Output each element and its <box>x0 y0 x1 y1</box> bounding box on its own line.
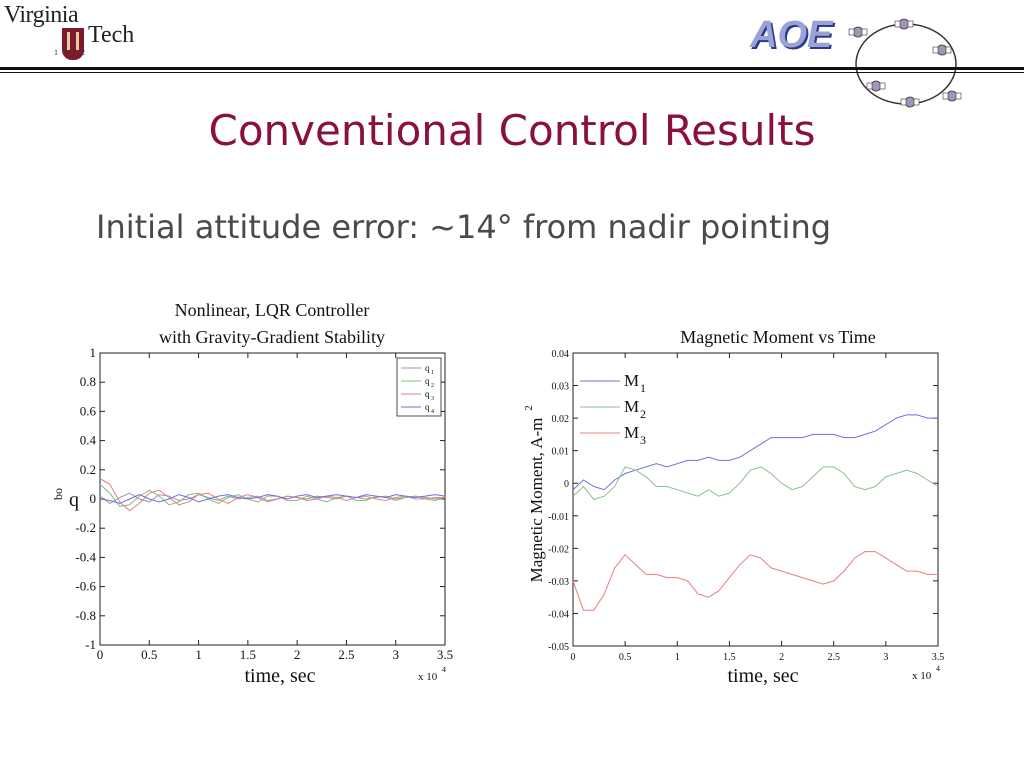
legend-label-subscript: 3 <box>431 396 434 402</box>
legend-box <box>396 357 442 417</box>
y-tick-label: -0.03 <box>548 577 569 588</box>
legend-label: M <box>624 397 639 416</box>
y-axis-label-superscript: bo <box>51 488 65 500</box>
series-line-q3 <box>99 478 445 512</box>
series-line-q1 <box>99 492 446 505</box>
y-tick-label: 0.01 <box>552 447 570 458</box>
y-tick-label: 1 <box>90 345 97 360</box>
y-tick-label: 0.4 <box>80 433 97 448</box>
x-tick-label: 1 <box>675 652 680 663</box>
plot-frame <box>99 352 446 646</box>
logo-year: 1872 <box>54 48 90 57</box>
y-tick-label: -0.2 <box>75 520 96 535</box>
x-axis-label: time, sec <box>727 665 798 687</box>
legend-label-subscript: 1 <box>640 381 646 395</box>
legend-label: q <box>425 376 430 386</box>
legend-label-subscript: 4 <box>431 409 434 415</box>
x-tick-label: 0 <box>571 652 576 663</box>
plot-frame <box>572 352 939 647</box>
y-tick-label: -0.6 <box>75 579 96 594</box>
x-tick-label: 1 <box>195 647 202 662</box>
legend-label: M <box>624 423 639 442</box>
series-line-q2 <box>99 484 446 507</box>
shield-icon <box>62 28 84 60</box>
y-tick-label: -0.8 <box>75 608 96 623</box>
header-rule-thin <box>0 72 1024 73</box>
legend-label: q <box>425 402 430 412</box>
x-axis-multiplier-exponent: 4 <box>442 665 446 674</box>
series-line-q4 <box>99 494 446 504</box>
header-rule <box>0 67 1024 70</box>
x-axis-multiplier: x 10 <box>912 670 932 682</box>
y-axis-label: q <box>69 489 79 511</box>
legend-label-subscript: 2 <box>431 383 434 389</box>
slide-subtitle: Initial attitude error: ~14° from nadir … <box>96 208 832 246</box>
y-axis-label-superscript: 2 <box>523 405 535 411</box>
legend-label: M <box>624 371 639 390</box>
y-axis-label: Magnetic Moment, A-m <box>527 418 546 583</box>
x-tick-label: 1.5 <box>723 652 736 663</box>
x-axis-multiplier: x 10 <box>418 671 438 683</box>
chart-title-line: Nonlinear, LQR Controller <box>175 300 370 320</box>
x-tick-label: 3.5 <box>932 652 945 663</box>
series-line-m1 <box>572 414 938 491</box>
y-tick-label: 0.02 <box>552 414 570 425</box>
logo-word-tech: Tech <box>88 22 135 48</box>
y-tick-label: 0.8 <box>80 374 96 389</box>
legend-label-subscript: 3 <box>640 433 646 447</box>
series-line-m2 <box>572 466 939 501</box>
x-tick-label: 0 <box>97 647 104 662</box>
y-tick-label: 0.6 <box>80 403 97 418</box>
y-tick-label: -1 <box>85 637 96 652</box>
satellite-orbit-icon <box>848 18 962 108</box>
legend-label: q <box>425 389 430 399</box>
logo-word-virginia: Virginia <box>4 2 79 28</box>
legend-label-subscript: 2 <box>640 407 646 421</box>
x-tick-label: 2.5 <box>338 647 354 662</box>
x-tick-label: 0.5 <box>141 647 157 662</box>
x-tick-label: 2.5 <box>827 652 840 663</box>
legend-label: q <box>425 363 430 373</box>
y-tick-label: -0.4 <box>75 549 96 564</box>
aoe-logo: AOE <box>750 14 833 56</box>
x-axis-label: time, sec <box>244 665 315 687</box>
x-tick-label: 2 <box>779 652 784 663</box>
legend-label-subscript: 1 <box>431 370 434 376</box>
y-tick-label: -0.02 <box>548 544 569 555</box>
x-tick-label: 0.5 <box>619 652 632 663</box>
virginia-tech-logo: Virginia 1872 Tech <box>4 2 154 68</box>
x-tick-label: 1.5 <box>240 647 256 662</box>
y-tick-label: -0.01 <box>548 512 569 523</box>
chart-title-line: with Gravity-Gradient Stability <box>159 327 385 347</box>
chart-title-line: Magnetic Moment vs Time <box>680 327 876 347</box>
series-line-m3 <box>572 551 938 611</box>
x-tick-label: 3 <box>392 647 399 662</box>
x-tick-label: 3 <box>883 652 888 663</box>
y-tick-label: -0.04 <box>548 609 569 620</box>
slide-title: Conventional Control Results <box>208 106 816 155</box>
y-tick-label: -0.05 <box>548 642 569 653</box>
y-tick-label: 0.03 <box>552 382 570 393</box>
y-tick-label: 0.04 <box>552 349 570 360</box>
y-tick-label: 0 <box>90 491 97 506</box>
y-tick-label: 0.2 <box>80 462 96 477</box>
x-axis-multiplier-exponent: 4 <box>936 664 940 673</box>
x-tick-label: 3.5 <box>437 647 453 662</box>
x-tick-label: 2 <box>294 647 301 662</box>
y-tick-label: 0 <box>564 479 569 490</box>
